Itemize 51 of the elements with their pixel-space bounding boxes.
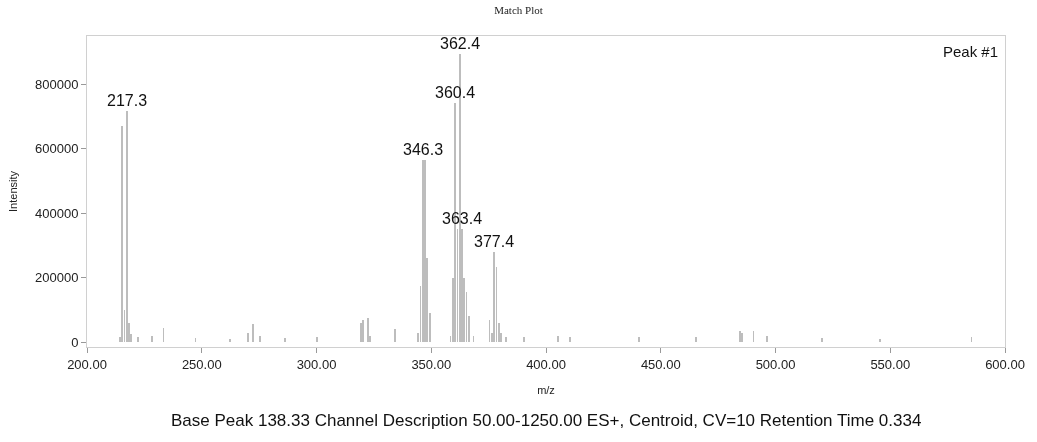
- bar: [557, 336, 559, 342]
- bar: [137, 337, 139, 342]
- bar: [879, 339, 881, 342]
- bar: [247, 333, 249, 342]
- x-tick-label: 400.00: [526, 356, 566, 372]
- bar: [638, 337, 640, 342]
- x-axis-title: m/z: [537, 383, 555, 396]
- bar: [394, 329, 396, 342]
- x-tick-label: 300.00: [296, 356, 337, 372]
- annotation: 362.4: [440, 35, 481, 52]
- x-tick-label: 250.00: [181, 356, 222, 372]
- chart-title: Match Plot: [494, 4, 543, 17]
- bar: [252, 324, 254, 342]
- bar: [459, 54, 461, 342]
- x-tick-label: 350.00: [411, 356, 452, 372]
- y-tick-label: 400000: [35, 205, 79, 221]
- bar: [493, 252, 495, 342]
- y-tick-label: 200000: [35, 270, 79, 286]
- x-tick-label: 450.00: [640, 356, 681, 372]
- bar: [367, 318, 369, 342]
- bar: [523, 337, 525, 342]
- annotation: 346.3: [403, 141, 444, 158]
- annotation: 360.4: [435, 84, 476, 101]
- bar: [454, 103, 456, 342]
- bar: [695, 337, 697, 342]
- bar: [259, 336, 261, 342]
- x-tick-label: 550.00: [870, 356, 911, 372]
- bar: [284, 338, 286, 342]
- x-tick-label: 500.00: [755, 356, 796, 372]
- text: Base Peak 138.33 Channel Description 50.00-1250.00 ES+, Centroid, CV=10 Retention Time 0.334: [171, 411, 922, 430]
- x-tick-label: 600.00: [985, 356, 1025, 372]
- bar: [126, 111, 128, 342]
- annotation: Peak #1: [943, 43, 999, 60]
- x-tick-label: 200.00: [67, 356, 107, 372]
- annotation: 363.4: [442, 210, 483, 227]
- bar: [569, 337, 571, 342]
- bar: [151, 336, 153, 342]
- y-tick-label: 600000: [35, 141, 79, 157]
- annotation: 377.4: [474, 233, 515, 250]
- bar: [229, 339, 231, 342]
- bar: [316, 337, 318, 342]
- annotation: 217.3: [107, 92, 148, 109]
- bar: [362, 320, 364, 342]
- bar: [821, 338, 823, 342]
- bar: [121, 126, 123, 342]
- bar: [360, 323, 362, 342]
- y-tick-label: 0: [71, 334, 79, 350]
- y-tick-label: 800000: [35, 76, 79, 92]
- bar: [766, 336, 768, 342]
- bar: [505, 337, 507, 342]
- y-axis-title: Intensity: [6, 170, 19, 212]
